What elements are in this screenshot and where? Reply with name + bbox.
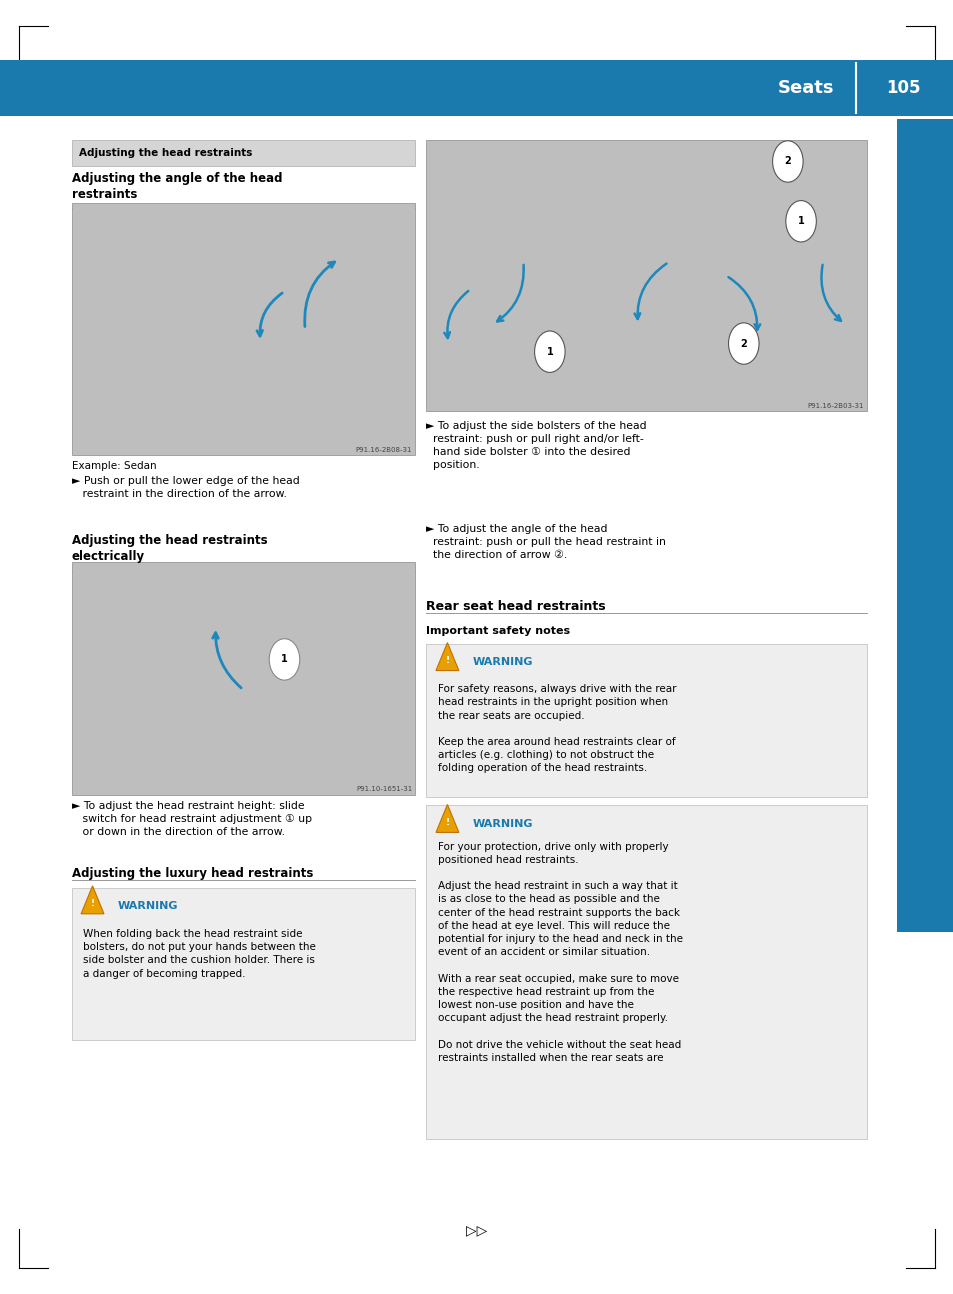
Circle shape [269, 639, 299, 681]
Text: Adjusting the head restraints: Adjusting the head restraints [79, 148, 253, 158]
Text: Rear seat head restraints: Rear seat head restraints [426, 600, 605, 613]
Text: 105: 105 [885, 79, 920, 97]
Polygon shape [436, 643, 458, 670]
FancyBboxPatch shape [71, 203, 415, 455]
Circle shape [772, 141, 802, 182]
Text: Adjusting the head restraints
electrically: Adjusting the head restraints electrical… [71, 534, 267, 563]
FancyBboxPatch shape [426, 140, 866, 411]
Text: ► To adjust the side bolsters of the head
  restraint: push or pull right and/or: ► To adjust the side bolsters of the hea… [426, 421, 646, 470]
Circle shape [728, 324, 759, 365]
FancyBboxPatch shape [896, 119, 953, 932]
FancyBboxPatch shape [0, 60, 953, 116]
Text: P91.16-2B03-31: P91.16-2B03-31 [807, 402, 863, 409]
Text: Important safety notes: Important safety notes [426, 626, 570, 637]
Text: WARNING: WARNING [472, 657, 532, 668]
Text: Example: Sedan: Example: Sedan [71, 461, 156, 471]
FancyBboxPatch shape [426, 805, 866, 1139]
Text: P91.16-2B08-31: P91.16-2B08-31 [355, 446, 412, 453]
Circle shape [534, 331, 564, 373]
FancyBboxPatch shape [426, 644, 866, 797]
Text: 1: 1 [281, 655, 288, 664]
Text: 1: 1 [797, 216, 803, 226]
Text: For your protection, drive only with properly
positioned head restraints.

Adjus: For your protection, drive only with pro… [437, 841, 682, 1062]
Text: 2: 2 [740, 339, 746, 348]
Text: WARNING: WARNING [117, 901, 177, 911]
Text: ► To adjust the head restraint height: slide
   switch for head restraint adjust: ► To adjust the head restraint height: s… [71, 801, 312, 837]
FancyBboxPatch shape [71, 140, 415, 166]
Polygon shape [436, 805, 458, 832]
Text: Seats, steering wheel and mirrors: Seats, steering wheel and mirrors [920, 419, 929, 631]
Text: ▷▷: ▷▷ [466, 1224, 487, 1237]
Text: For safety reasons, always drive with the rear
head restraints in the upright po: For safety reasons, always drive with th… [437, 685, 676, 774]
Circle shape [785, 201, 816, 242]
Text: Adjusting the angle of the head
restraints: Adjusting the angle of the head restrain… [71, 172, 282, 201]
Text: ► Push or pull the lower edge of the head
   restraint in the direction of the a: ► Push or pull the lower edge of the hea… [71, 476, 299, 499]
Text: !: ! [91, 899, 94, 908]
Text: !: ! [445, 656, 449, 665]
Text: ► To adjust the angle of the head
  restraint: push or pull the head restraint i: ► To adjust the angle of the head restra… [426, 524, 665, 560]
Polygon shape [81, 886, 104, 914]
FancyBboxPatch shape [71, 562, 415, 795]
Text: Adjusting the luxury head restraints: Adjusting the luxury head restraints [71, 867, 313, 880]
Text: 1: 1 [546, 347, 553, 357]
FancyBboxPatch shape [71, 888, 415, 1040]
Text: When folding back the head restraint side
bolsters, do not put your hands betwee: When folding back the head restraint sid… [83, 929, 315, 978]
Text: !: ! [445, 818, 449, 827]
Text: Seats: Seats [777, 79, 834, 97]
Text: WARNING: WARNING [472, 819, 532, 829]
Text: 2: 2 [783, 157, 790, 167]
Text: P91.10-1651-31: P91.10-1651-31 [355, 785, 412, 792]
